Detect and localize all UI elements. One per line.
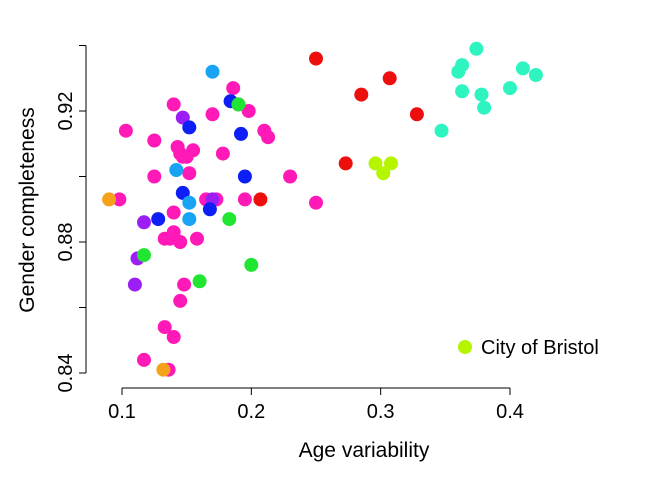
data-point-s0-30 [237,192,252,207]
x-axis-ticks: 0.1 0.2 0.3 0.4 [108,388,524,423]
data-point-s0-15 [173,235,188,249]
data-point-s0-33 [283,169,298,184]
data-point-s2-1 [182,120,197,135]
x-tick-label-0: 0.1 [108,401,136,423]
data-point-s1-3 [127,277,142,292]
data-point-s7-9 [434,123,449,138]
data-point-s3-1 [169,163,184,177]
data-point-s4-4 [338,156,353,171]
data-point-s7-5 [455,84,470,99]
data-point-s7-6 [503,81,517,96]
data-point-s0-26 [241,104,256,118]
data-point-s7-8 [477,100,492,115]
data-point-s4-0 [309,51,323,66]
data-point-s0-34 [309,195,323,210]
data-point-s6-1 [384,156,398,171]
data-point-s0-21 [137,352,151,367]
data-point-s6-2 [376,166,391,181]
data-point-s3-3 [182,212,197,227]
legend-label: City of Bristol [481,337,599,359]
data-point-s0-23 [205,107,220,122]
data-point-s0-3 [147,169,162,184]
data-point-s0-4 [166,97,181,112]
legend-marker [458,340,472,354]
data-point-s0-0 [118,123,133,138]
legend: City of Bristol [458,337,599,359]
y-tick-label-1: 0.88 [55,223,77,262]
data-point-s5-3 [244,257,259,272]
data-point-s0-20 [166,330,181,344]
data-point-s7-0 [469,41,484,56]
data-point-s5-1 [222,212,237,227]
data-point-s3-0 [205,64,220,79]
data-point-s0-2 [147,133,162,148]
x-tick-label-3: 0.4 [496,401,524,423]
data-point-s0-24 [226,81,241,96]
x-tick-label-1: 0.2 [237,401,265,423]
y-tick-label-2: 0.92 [55,92,77,131]
data-point-s5-4 [192,274,207,289]
data-point-s0-1 [112,192,127,207]
data-point-s0-10 [175,149,190,164]
data-point-s0-9 [182,166,197,181]
data-point-s0-16 [190,231,204,246]
data-point-s4-1 [382,71,397,86]
data-point-s6-0 [368,156,383,171]
data-point-s5-0 [231,97,246,112]
data-point-s3-2 [182,195,197,210]
data-point-s4-2 [354,87,369,102]
data-point-s2-3 [237,169,252,184]
data-point-s7-4 [451,64,466,79]
data-point-s8-1 [156,362,171,377]
data-point-s0-11 [166,205,181,220]
data-point-s0-19 [157,320,172,335]
data-point-s8-0 [102,192,117,207]
data-point-s7-3 [528,68,543,82]
data-point-s1-1 [137,215,151,230]
data-point-s0-32 [261,130,276,145]
y-axis-title: Gender completeness [16,107,39,312]
data-point-s4-3 [409,107,424,122]
data-point-s2-5 [202,202,217,217]
points-layer [102,41,543,377]
x-tick-label-2: 0.3 [367,401,395,423]
y-axis-ticks: 0.84 0.88 0.92 [55,45,86,393]
data-point-s0-27 [215,146,230,161]
data-point-s4-5 [253,192,268,207]
data-point-s0-8 [186,143,201,158]
data-point-s2-6 [151,212,166,227]
data-point-s0-18 [173,293,188,308]
data-point-s7-2 [515,61,530,76]
y-tick-label-0: 0.84 [55,354,77,393]
data-point-s2-2 [234,126,248,141]
data-point-s7-7 [474,87,489,102]
data-point-s0-17 [177,277,192,292]
data-point-s5-2 [137,248,151,263]
x-axis-title: Age variability [299,439,430,462]
